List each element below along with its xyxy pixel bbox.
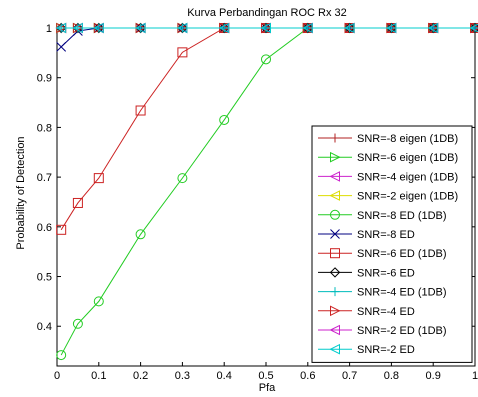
x-tick-label: 0.3	[175, 370, 190, 382]
data-point-marker	[72, 22, 83, 34]
data-point-marker	[56, 224, 67, 235]
legend-marker	[329, 190, 340, 201]
y-tick-label: 0.9	[37, 73, 52, 85]
y-tick-label: 1	[46, 23, 52, 35]
data-point-marker	[135, 105, 146, 116]
legend-item: SNR=-2 ED	[318, 343, 415, 356]
y-tick-label: 0.5	[37, 272, 52, 284]
legend-item: SNR=-4 ED	[318, 305, 415, 318]
legend-label: SNR=-2 ED (1DB)	[357, 325, 447, 337]
data-point-marker	[219, 114, 230, 125]
legend-marker	[330, 229, 340, 239]
legend-marker	[330, 151, 341, 163]
series-lines	[55, 22, 478, 361]
data-point-marker	[302, 22, 313, 34]
y-tick-label: 0.6	[37, 222, 52, 234]
legend-item: SNR=-2 eigen (1DB)	[318, 190, 458, 203]
legend-marker	[329, 343, 340, 355]
legend-item: SNR=-6 ED	[318, 267, 415, 279]
legend-label: SNR=-4 ED	[357, 306, 415, 318]
x-tick-label: 0.9	[426, 370, 441, 382]
data-point-marker	[218, 22, 230, 34]
data-point-marker	[93, 296, 104, 307]
data-point-marker	[176, 22, 188, 34]
chart-title: Kurva Perbandingan ROC Rx 32	[187, 7, 347, 19]
data-point-marker	[260, 22, 271, 34]
legend: SNR=-8 eigen (1DB) SNR=-6 eigen (1DB) SNR=…	[311, 125, 473, 363]
legend-marker	[329, 324, 340, 336]
data-point-marker	[134, 22, 146, 34]
y-tick-label: 0.7	[37, 172, 52, 184]
legend-label: SNR=-6 eigen (1DB)	[357, 152, 458, 164]
legend-label: SNR=-8 eigen (1DB)	[357, 133, 458, 145]
legend-item: SNR=-6 eigen (1DB)	[318, 151, 458, 164]
legend-label: SNR=-2 ED	[357, 344, 415, 356]
data-point-marker	[343, 22, 355, 34]
legend-label: SNR=-6 ED (1DB)	[357, 248, 447, 260]
legend-item: SNR=-4 ED (1DB)	[318, 287, 447, 299]
x-tick-label: 0.4	[217, 370, 232, 382]
data-point-marker	[72, 318, 83, 329]
y-ticks: 0.4 0.5 0.6 0.7 0.8 0.9 1	[37, 23, 475, 333]
legend-marker	[330, 248, 340, 259]
legend-marker	[330, 287, 340, 297]
legend-item: SNR=-8 ED	[318, 229, 415, 241]
series-11	[55, 22, 478, 34]
legend-label: SNR=-4 ED (1DB)	[357, 287, 447, 299]
y-tick-label: 0.8	[37, 122, 52, 134]
x-tick-label: 0.7	[342, 370, 357, 382]
data-point-marker	[55, 22, 67, 34]
data-point-marker	[93, 22, 104, 34]
x-axis-label: Pfa	[259, 382, 276, 394]
y-axis-label: Probability of Detection	[15, 136, 27, 249]
data-point-marker	[177, 173, 188, 184]
data-point-marker	[427, 22, 439, 34]
legend-item: SNR=-2 ED (1DB)	[318, 324, 447, 337]
x-tick-label: 1	[472, 370, 478, 382]
data-point-marker	[56, 350, 67, 361]
x-tick-label: 0.1	[91, 370, 106, 382]
legend-item: SNR=-8 ED (1DB)	[318, 209, 447, 222]
legend-label: SNR=-4 eigen (1DB)	[357, 171, 458, 183]
legend-box	[311, 125, 473, 363]
legend-marker	[330, 133, 340, 143]
data-point-marker	[72, 197, 83, 208]
x-tick-label: 0.5	[258, 370, 273, 382]
legend-marker	[330, 209, 340, 220]
x-ticks: 0 0.1 0.2 0.3 0.4 0.5 0.6 0.7 0.8 0.9 1	[54, 28, 478, 382]
y-tick-label: 0.4	[37, 321, 52, 333]
legend-label: SNR=-2 eigen (1DB)	[357, 191, 458, 203]
legend-item: SNR=-6 ED (1DB)	[318, 248, 447, 260]
data-point-marker	[56, 42, 67, 52]
data-point-marker	[261, 54, 271, 65]
legend-marker	[329, 267, 341, 278]
data-point-marker	[177, 47, 188, 58]
legend-marker	[330, 305, 341, 317]
data-point-marker	[385, 22, 397, 34]
x-tick-label: 0	[54, 370, 60, 382]
data-point-marker	[135, 229, 146, 240]
legend-label: SNR=-8 ED	[357, 229, 415, 241]
x-tick-label: 0.2	[133, 370, 148, 382]
legend-marker	[329, 171, 340, 182]
legend-label: SNR=-8 ED (1DB)	[357, 210, 447, 222]
x-tick-label: 0.6	[300, 370, 315, 382]
data-point-marker	[469, 23, 478, 33]
legend-item: SNR=-8 eigen (1DB)	[318, 133, 458, 145]
legend-label: SNR=-6 ED	[357, 267, 415, 279]
legend-item: SNR=-4 eigen (1DB)	[318, 171, 458, 183]
data-point-marker	[93, 173, 104, 184]
x-tick-label: 0.8	[384, 370, 399, 382]
